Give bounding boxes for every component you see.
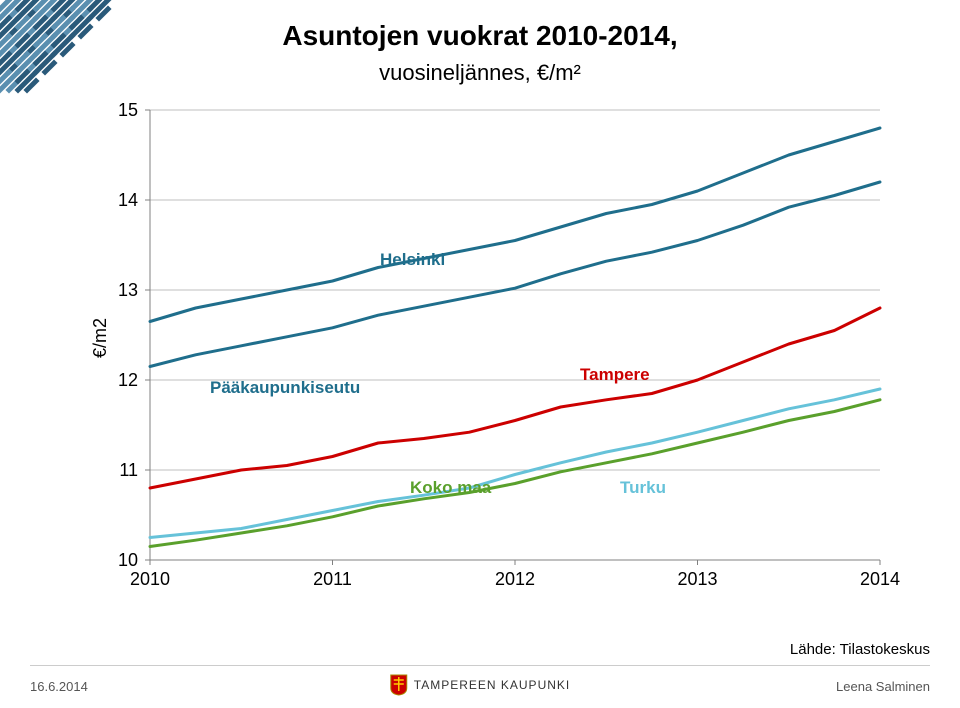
svg-text:2014: 2014 (860, 569, 900, 589)
svg-text:15: 15 (118, 100, 138, 120)
chart-subtitle: vuosineljännes, €/m² (0, 60, 960, 86)
chart-title: Asuntojen vuokrat 2010-2014, (0, 20, 960, 52)
svg-text:2010: 2010 (130, 569, 170, 589)
svg-text:13: 13 (118, 280, 138, 300)
footer-author: Leena Salminen (836, 679, 930, 694)
source-text: Lähde: Tilastokeskus (790, 641, 930, 658)
chart-area: 10 11 12 13 14 15 2010 2011 2012 2013 2014 €/m2 He… (80, 100, 900, 600)
slide: Asuntojen vuokrat 2010-2014, vuosineljän… (0, 0, 960, 708)
series-label-tampere: Tampere (580, 365, 650, 385)
tampere-logo-icon (390, 674, 408, 696)
y-axis-label: €/m2 (90, 317, 111, 357)
series-label-paakaupunkiseutu: Pääkaupunkiseutu (210, 378, 360, 398)
line-chart: 10 11 12 13 14 15 2010 2011 2012 2013 2014 (80, 100, 900, 600)
series-label-helsinki: Helsinki (380, 250, 445, 270)
svg-text:2012: 2012 (495, 569, 535, 589)
footer-org: TAMPEREEN KAUPUNKI (390, 674, 570, 696)
svg-text:10: 10 (118, 550, 138, 570)
footer-date: 16.6.2014 (30, 679, 88, 694)
svg-text:14: 14 (118, 190, 138, 210)
series-label-turku: Turku (620, 478, 666, 498)
footer-org-text: TAMPEREEN KAUPUNKI (414, 678, 570, 692)
svg-text:12: 12 (118, 370, 138, 390)
footer: 16.6.2014 TAMPEREEN KAUPUNKI Leena Salmi… (30, 665, 930, 698)
series-label-kokomaa: Koko maa (410, 478, 491, 498)
svg-text:11: 11 (119, 460, 138, 480)
svg-text:2013: 2013 (677, 569, 717, 589)
svg-text:2011: 2011 (313, 569, 352, 589)
